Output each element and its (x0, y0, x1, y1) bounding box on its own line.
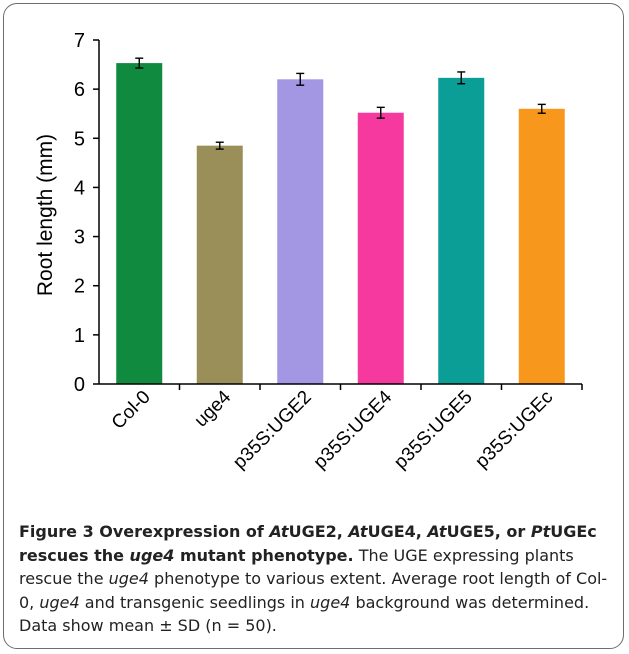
bars (116, 57, 565, 385)
x-tick-label: p35S:UGE4 (310, 386, 397, 473)
y-tick-label: 4 (74, 177, 85, 199)
bar-p35s-uge2 (277, 79, 324, 385)
caption-italic: At (269, 522, 289, 541)
x-tick-label: uge4 (191, 386, 236, 431)
caption-italic: uge4 (39, 592, 80, 612)
x-tick-label: p35S:UGE5 (390, 387, 477, 474)
y-tick-label: 0 (74, 374, 85, 396)
y-tick-label: 2 (74, 276, 85, 298)
bar-col-0 (116, 63, 163, 385)
y-axis-label: Root length (mm) (34, 134, 57, 296)
y-tick-label: 5 (74, 128, 85, 150)
x-tick-label: p35S:UGE2 (229, 387, 316, 474)
y-tick-label: 7 (74, 30, 85, 52)
y-tick-label: 6 (74, 79, 85, 101)
bar-p35s-ugec (518, 108, 565, 385)
caption-italic: uge4 (108, 569, 149, 588)
bar-uge4 (196, 145, 243, 384)
y-tick-label: 1 (74, 325, 85, 347)
caption-italic: At (427, 522, 447, 541)
figure-caption: Figure 3 Overexpression of AtUGE2, AtUGE… (19, 520, 611, 638)
x-axis: Col-0 uge4p35S:UGE2p35S:UGE4p35S:UGE5p35S… (99, 383, 583, 474)
bar-p35s-uge5 (438, 77, 485, 384)
caption-title: Overexpression of AtUGE2, AtUGE4, AtUGE5… (19, 522, 597, 565)
x-tick-label: p35S:UGEc (471, 387, 557, 473)
figure-label: Figure 3 (19, 522, 94, 541)
caption-italic: uge4 (129, 545, 175, 565)
caption-italic: uge4 (310, 592, 351, 612)
caption-body: The UGE expressing plants rescue the uge… (19, 545, 608, 636)
y-axis: 0 1 2 3 4 5 6 7 (74, 30, 100, 396)
caption-italic: At (348, 522, 368, 541)
y-tick-label: 3 (74, 227, 85, 249)
caption-italic: Pt (530, 522, 551, 541)
bar-p35s-uge4 (357, 112, 404, 384)
x-tick-label: Col-0 (108, 387, 155, 434)
